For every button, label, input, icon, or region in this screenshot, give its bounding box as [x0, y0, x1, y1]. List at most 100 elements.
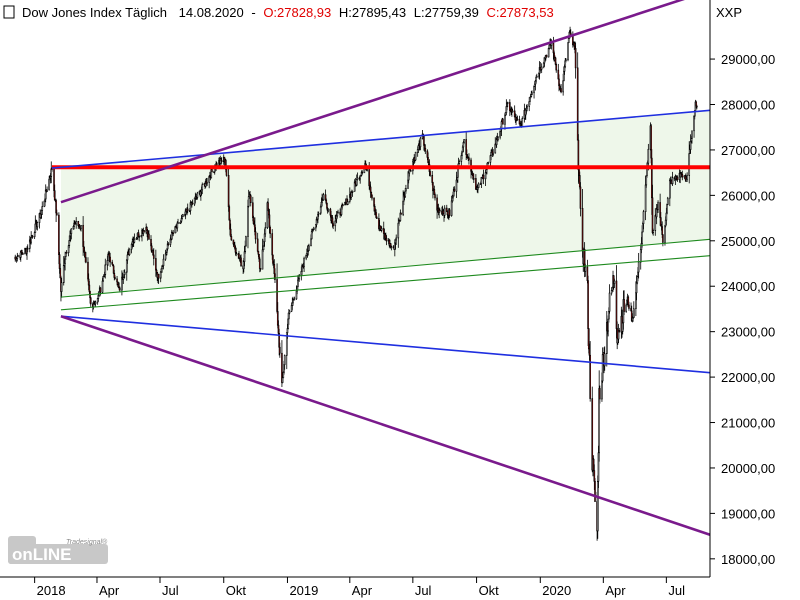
- candle: [41, 201, 44, 216]
- symbol-label: XXP: [716, 5, 742, 20]
- time-tick-label: Apr: [352, 583, 373, 598]
- price-axis: 29000,00 28000,00 27000,00 26000,00 25000,00…: [710, 52, 775, 567]
- candle: [36, 221, 39, 231]
- candle: [589, 341, 591, 402]
- candle: [576, 52, 579, 141]
- candle: [605, 311, 608, 367]
- candle: [361, 170, 364, 175]
- candle: [293, 296, 296, 301]
- candle: [599, 385, 601, 404]
- candle: [633, 301, 635, 319]
- price-tick-label: 22000,00: [721, 370, 775, 385]
- candle: [509, 99, 511, 117]
- overlay-lines-group: [51, 0, 711, 536]
- candle: [654, 208, 657, 236]
- candle: [50, 161, 53, 184]
- candle: [317, 211, 320, 217]
- price-tick-label: 29000,00: [721, 52, 775, 67]
- candle: [94, 300, 97, 307]
- candle: [322, 192, 325, 201]
- candle: [555, 62, 558, 73]
- candle: [80, 224, 82, 232]
- candle: [565, 58, 567, 63]
- candle: [434, 192, 436, 201]
- candle: [220, 157, 223, 165]
- candle: [22, 252, 24, 255]
- candle: [342, 203, 344, 207]
- candle: [617, 323, 620, 343]
- candle: [657, 200, 659, 214]
- candle: [138, 234, 141, 242]
- candle: [356, 172, 359, 181]
- candle: [681, 170, 684, 181]
- price-tick-label: 18000,00: [721, 552, 775, 567]
- blue-trendline: [60, 315, 711, 374]
- candle: [637, 252, 640, 279]
- candle: [371, 194, 373, 201]
- candle: [613, 278, 616, 289]
- time-tick-label: 2018: [37, 583, 66, 598]
- candle: [540, 63, 543, 74]
- candle: [662, 234, 664, 247]
- candle: [696, 104, 698, 110]
- purple-trendline: [60, 314, 711, 536]
- candle: [303, 256, 305, 272]
- candle: [511, 108, 514, 113]
- candle: [642, 209, 645, 230]
- candle: [380, 225, 383, 233]
- price-tick-label: 27000,00: [721, 143, 775, 158]
- price-tick-label: 25000,00: [721, 234, 775, 249]
- candle: [691, 130, 693, 144]
- tradesignal-online-logo: Tradesignal® onLINE: [8, 536, 108, 564]
- time-tick-label: 2019: [289, 583, 318, 598]
- candle: [308, 243, 310, 251]
- candle: [133, 233, 136, 244]
- candle: [264, 222, 267, 237]
- candle: [390, 245, 393, 251]
- candle: [201, 182, 204, 195]
- candle: [458, 159, 461, 165]
- candle: [616, 321, 618, 350]
- candle: [502, 117, 504, 125]
- candle: [31, 234, 34, 239]
- candle: [409, 169, 412, 172]
- candle: [516, 115, 519, 121]
- candle: [598, 370, 600, 462]
- candle: [545, 54, 548, 58]
- candle: [399, 209, 402, 222]
- candle: [439, 208, 441, 213]
- time-tick-label: Okt: [226, 583, 247, 598]
- candle: [298, 274, 301, 282]
- candle: [531, 90, 533, 96]
- candle: [482, 169, 485, 185]
- candle: [177, 218, 179, 225]
- candle: [283, 354, 286, 370]
- header-icon[interactable]: [3, 5, 15, 19]
- candle: [414, 151, 417, 161]
- candle: [671, 171, 674, 187]
- time-axis: 2018 Apr Jul Okt 2019 Apr Jul Okt 2020 Apr Jul: [34, 577, 685, 598]
- candles-group: [14, 26, 698, 541]
- candle: [85, 251, 87, 264]
- candle: [60, 277, 63, 298]
- candle: [44, 184, 47, 203]
- candle: [186, 203, 189, 214]
- green-trendline: [60, 238, 711, 298]
- candle: [608, 284, 611, 314]
- header-separator: -: [251, 5, 255, 20]
- candle: [567, 42, 569, 62]
- time-tick-label: Jul: [668, 583, 685, 598]
- candle: [351, 190, 354, 197]
- candle: [497, 136, 499, 142]
- candle: [274, 268, 276, 283]
- candle: [623, 290, 625, 315]
- price-tick-label: 19000,00: [721, 506, 775, 521]
- candle: [472, 173, 475, 183]
- price-tick-label: 24000,00: [721, 279, 775, 294]
- candle: [170, 229, 173, 240]
- candle: [53, 184, 56, 201]
- candle: [46, 186, 48, 193]
- candle: [157, 273, 160, 284]
- candle: [228, 204, 231, 221]
- purple-trendline: [60, 0, 685, 204]
